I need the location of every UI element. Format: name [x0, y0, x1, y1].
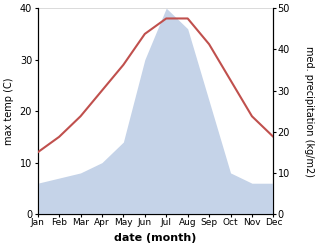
- Y-axis label: med. precipitation (kg/m2): med. precipitation (kg/m2): [304, 46, 314, 177]
- X-axis label: date (month): date (month): [114, 233, 197, 243]
- Y-axis label: max temp (C): max temp (C): [4, 77, 14, 145]
